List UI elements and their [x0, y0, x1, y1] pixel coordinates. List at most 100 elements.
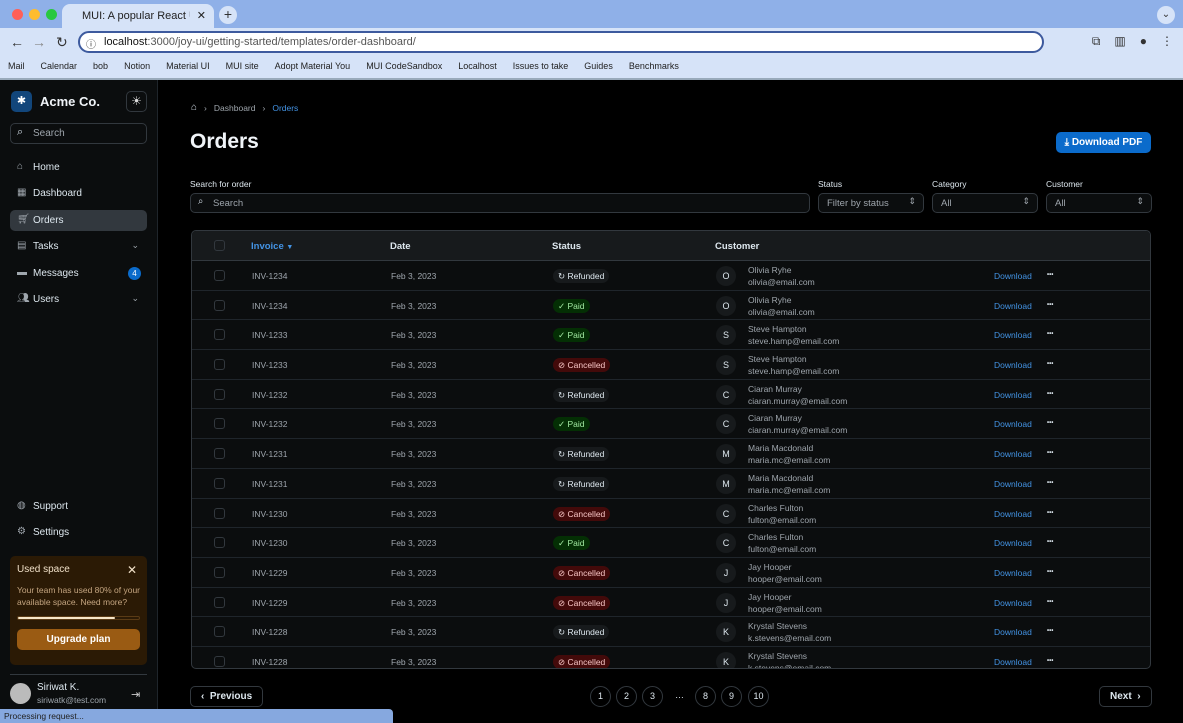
- download-link[interactable]: Download: [994, 300, 1032, 311]
- sidebar-item-support[interactable]: ◍ Support: [10, 496, 147, 517]
- more-horizontal-icon[interactable]: •••: [1047, 509, 1054, 516]
- bookmark-item[interactable]: Adopt Material You: [274, 61, 351, 71]
- sidebar-item-tasks[interactable]: ▤ Tasks ⌄: [10, 236, 147, 257]
- more-horizontal-icon[interactable]: •••: [1047, 479, 1054, 486]
- tab-search-button[interactable]: ⌄: [1157, 6, 1175, 24]
- back-icon[interactable]: ←: [10, 34, 24, 50]
- sidebar-icon[interactable]: ▥: [1114, 34, 1126, 48]
- bookmark-item[interactable]: Issues to take: [512, 61, 569, 71]
- close-icon[interactable]: ✕: [126, 563, 137, 577]
- row-checkbox[interactable]: [214, 448, 225, 460]
- menu-icon[interactable]: ⋮: [1161, 34, 1173, 48]
- window-controls[interactable]: [12, 9, 57, 20]
- row-checkbox[interactable]: [214, 329, 225, 341]
- download-link[interactable]: Download: [994, 389, 1032, 400]
- page-button-9[interactable]: 9: [721, 686, 742, 707]
- table-row[interactable]: INV-1234 Feb 3, 2023 ↻ Refunded O Olivia Ryh…: [192, 261, 1150, 291]
- download-link[interactable]: Download: [994, 478, 1032, 489]
- download-link[interactable]: Download: [994, 508, 1032, 519]
- bookmark-item[interactable]: MUI CodeSandbox: [366, 61, 443, 71]
- page-button-8[interactable]: 8: [695, 686, 716, 707]
- sidebar-item-settings[interactable]: ⚙ Settings: [10, 522, 147, 543]
- bookmark-item[interactable]: Calendar: [40, 61, 78, 71]
- bookmark-item[interactable]: Localhost: [458, 61, 497, 71]
- table-row[interactable]: INV-1230 Feb 3, 2023 ✓ Paid C Charles Fulton…: [192, 528, 1150, 558]
- more-horizontal-icon[interactable]: •••: [1047, 628, 1054, 635]
- table-row[interactable]: INV-1230 Feb 3, 2023 ⊘ Cancelled C Charles F…: [192, 499, 1150, 529]
- reload-icon[interactable]: ↻: [56, 34, 68, 50]
- next-page-button[interactable]: Next ›: [1099, 686, 1152, 707]
- download-pdf-button[interactable]: ⤓ Download PDF: [1056, 132, 1151, 153]
- table-row[interactable]: INV-1228 Feb 3, 2023 ⊘ Cancelled K Krystal S…: [192, 647, 1150, 668]
- download-link[interactable]: Download: [994, 538, 1032, 549]
- table-row[interactable]: INV-1232 Feb 3, 2023 ↻ Refunded C Ciaran Mur…: [192, 380, 1150, 410]
- row-checkbox[interactable]: [214, 507, 225, 519]
- page-button-3[interactable]: 3: [642, 686, 663, 707]
- row-checkbox[interactable]: [214, 418, 225, 430]
- page-button-10[interactable]: 10: [748, 686, 769, 707]
- bookmark-item[interactable]: Material UI: [166, 61, 210, 71]
- more-horizontal-icon[interactable]: •••: [1047, 568, 1054, 575]
- table-row[interactable]: INV-1229 Feb 3, 2023 ⊘ Cancelled J Jay Hoope…: [192, 588, 1150, 618]
- bookmark-item[interactable]: Notion: [124, 61, 151, 71]
- chevron-down-icon[interactable]: ⌄: [131, 293, 139, 303]
- table-row[interactable]: INV-1232 Feb 3, 2023 ✓ Paid C Ciaran Murray c…: [192, 409, 1150, 440]
- chevron-down-icon[interactable]: ⌄: [131, 240, 139, 251]
- row-checkbox[interactable]: [214, 477, 225, 489]
- bookmark-item[interactable]: Guides: [584, 61, 613, 71]
- column-invoice[interactable]: Invoice ▼: [251, 241, 293, 252]
- sidebar-item-messages[interactable]: ▬ Messages 4: [10, 263, 147, 284]
- more-horizontal-icon[interactable]: •••: [1047, 272, 1054, 278]
- page-button-1[interactable]: 1: [590, 686, 611, 707]
- select-all-checkbox[interactable]: [214, 240, 225, 251]
- profile-icon[interactable]: ●: [1139, 34, 1147, 48]
- sidebar-item-home[interactable]: ⌂ Home: [10, 157, 147, 178]
- home-icon[interactable]: ⌂: [191, 102, 198, 113]
- customer-select[interactable]: All ⇕: [1046, 193, 1152, 213]
- row-checkbox[interactable]: [214, 299, 225, 311]
- theme-toggle-button[interactable]: ☀: [126, 91, 147, 112]
- download-link[interactable]: Download: [994, 656, 1032, 667]
- more-horizontal-icon[interactable]: •••: [1047, 301, 1054, 308]
- new-tab-button[interactable]: +: [219, 6, 237, 24]
- more-horizontal-icon[interactable]: •••: [1047, 420, 1054, 427]
- upgrade-plan-button[interactable]: Upgrade plan: [17, 629, 140, 650]
- breadcrumb-dashboard[interactable]: Dashboard: [213, 102, 256, 113]
- browser-tab[interactable]: MUI: A popular React UI fram ✕: [62, 4, 214, 28]
- table-row[interactable]: INV-1228 Feb 3, 2023 ↻ Refunded K Krystal St…: [192, 617, 1150, 647]
- download-link[interactable]: Download: [994, 330, 1032, 341]
- bookmark-item[interactable]: MUI site: [225, 61, 259, 71]
- category-select[interactable]: All ⇕: [932, 193, 1038, 213]
- download-link[interactable]: Download: [994, 360, 1032, 371]
- extensions-icon[interactable]: ⧉: [1091, 34, 1101, 48]
- download-link[interactable]: Download: [994, 419, 1032, 430]
- site-info-icon[interactable]: ⓘ: [86, 40, 96, 51]
- download-link[interactable]: Download: [994, 449, 1032, 460]
- more-horizontal-icon[interactable]: •••: [1047, 331, 1054, 338]
- bookmark-item[interactable]: Mail: [8, 61, 25, 71]
- forward-icon[interactable]: →: [32, 34, 46, 50]
- row-checkbox[interactable]: [214, 655, 225, 667]
- row-checkbox[interactable]: [214, 626, 225, 638]
- logout-icon[interactable]: ⇥: [131, 689, 141, 701]
- page-button-2[interactable]: 2: [616, 686, 637, 707]
- sidebar-item-dashboard[interactable]: ▦ Dashboard: [10, 183, 147, 204]
- row-checkbox[interactable]: [214, 537, 225, 549]
- close-tab-icon[interactable]: ✕: [196, 10, 206, 22]
- download-link[interactable]: Download: [994, 271, 1032, 281]
- previous-page-button[interactable]: ‹ Previous: [190, 686, 264, 707]
- order-search-input[interactable]: ⌕ Search: [190, 193, 810, 213]
- row-checkbox[interactable]: [214, 388, 225, 400]
- table-row[interactable]: INV-1234 Feb 3, 2023 ✓ Paid O Olivia Ryhe oli…: [192, 291, 1150, 321]
- bookmark-item[interactable]: Benchmarks: [628, 61, 679, 71]
- sidebar-item-users[interactable]: 👥︎ Users ⌄: [10, 289, 147, 310]
- bookmark-item[interactable]: bob: [93, 61, 109, 71]
- row-checkbox[interactable]: [214, 359, 225, 371]
- more-horizontal-icon[interactable]: •••: [1047, 598, 1054, 605]
- more-horizontal-icon[interactable]: •••: [1047, 390, 1054, 397]
- url-bar[interactable]: ⓘ localhost:3000/joy-ui/getting-started/t…: [78, 31, 1044, 53]
- sidebar-item-orders[interactable]: 🛒︎ Orders: [10, 209, 147, 231]
- download-link[interactable]: Download: [994, 597, 1032, 608]
- row-checkbox[interactable]: [214, 270, 225, 281]
- table-row[interactable]: INV-1229 Feb 3, 2023 ⊘ Cancelled J Jay Hoope…: [192, 558, 1150, 588]
